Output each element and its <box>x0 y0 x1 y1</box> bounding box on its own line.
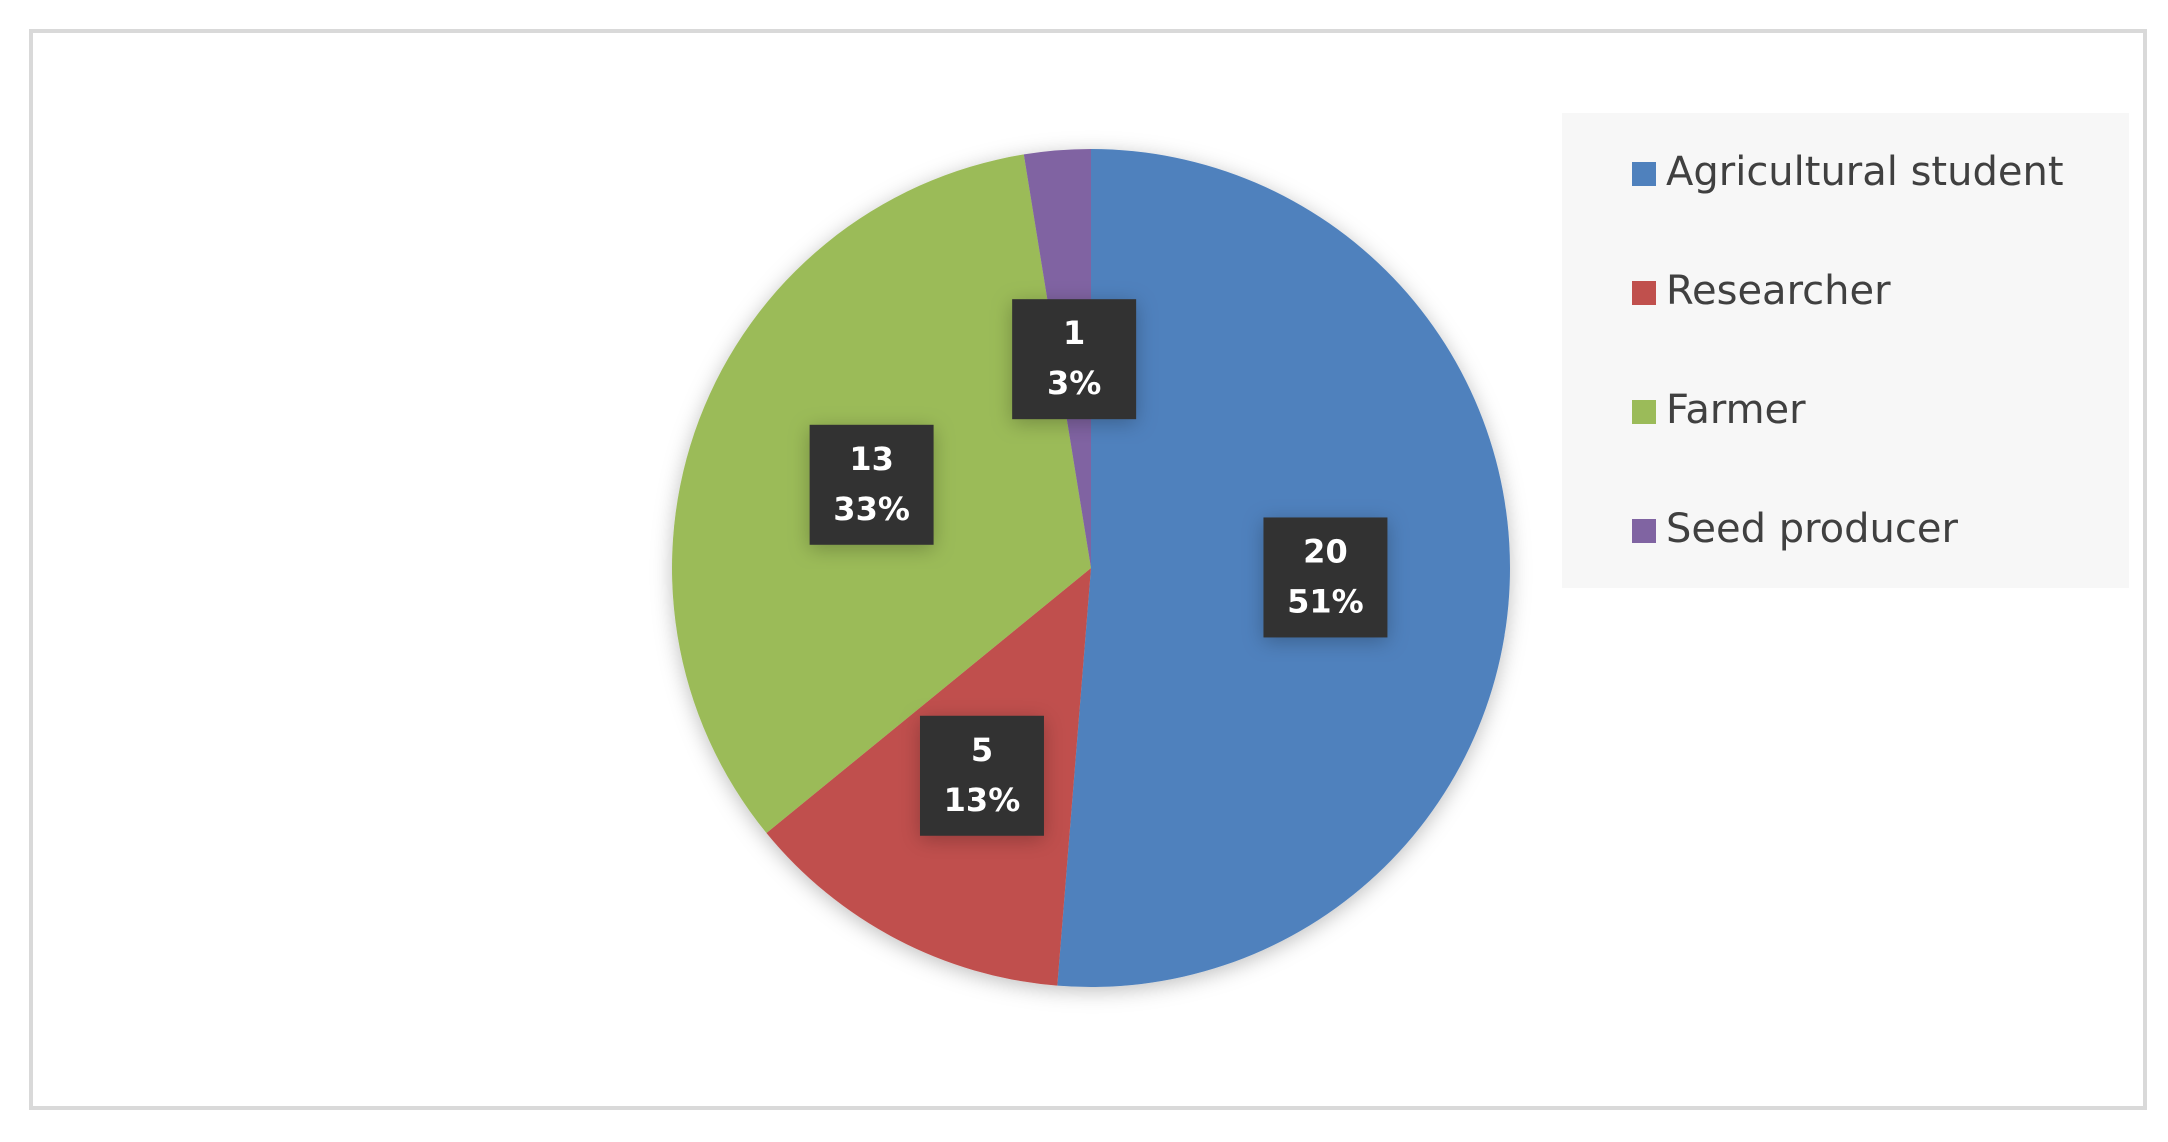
data-label-percent: 3% <box>1047 364 1101 402</box>
data-label-value: 20 <box>1303 532 1348 570</box>
legend-swatch <box>1632 281 1656 305</box>
data-label-box <box>919 715 1044 836</box>
legend-box <box>1562 113 2129 588</box>
legend-label: Seed producer <box>1666 506 1958 552</box>
legend-swatch <box>1632 400 1656 424</box>
data-label-box <box>1263 517 1388 638</box>
data-label-percent: 33% <box>833 490 910 528</box>
data-label-value: 5 <box>971 731 993 769</box>
legend-swatch <box>1632 162 1656 186</box>
legend-label: Farmer <box>1666 387 1806 433</box>
legend-label: Researcher <box>1666 268 1891 314</box>
data-label-percent: 51% <box>1287 582 1364 620</box>
data-label-value: 1 <box>1063 314 1085 352</box>
data-label-box <box>809 424 934 545</box>
data-label-box <box>1012 299 1137 420</box>
data-label-percent: 13% <box>944 781 1021 819</box>
legend-label: Agricultural student <box>1666 149 2064 195</box>
pie <box>671 149 1510 987</box>
data-label-value: 13 <box>849 440 894 478</box>
legend-swatch <box>1632 519 1656 543</box>
